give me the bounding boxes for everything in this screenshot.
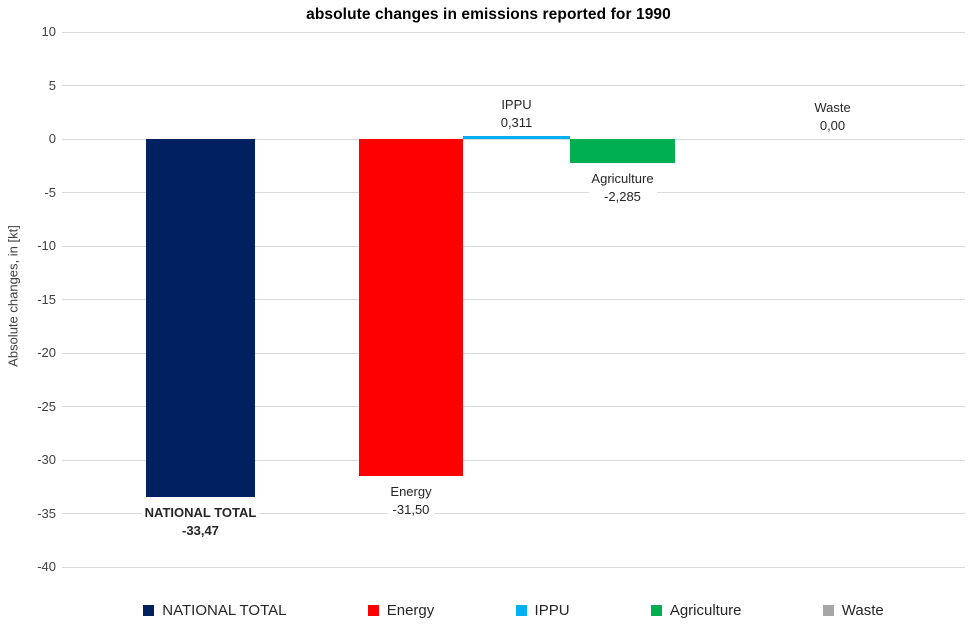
data-label-value-agriculture: -2,285 — [604, 189, 641, 205]
data-label-name-agriculture: Agriculture — [591, 171, 654, 187]
legend-label-waste: Waste — [841, 601, 884, 619]
y-tick-label--15: -15 — [37, 291, 56, 307]
legend: NATIONAL TOTAL Energy IPPU Agriculture Waste — [62, 599, 965, 621]
data-label-national-total: NATIONAL TOTAL -33,47 — [141, 504, 260, 541]
y-tick-label--20: -20 — [37, 345, 56, 360]
legend-label-energy: Energy — [386, 601, 435, 619]
gridline-10 — [62, 31, 965, 33]
bar-energy — [359, 139, 463, 476]
y-tick-label-5: 5 — [48, 77, 56, 93]
legend-item-agriculture: Agriculture — [650, 601, 742, 619]
bar-ippu — [463, 135, 570, 139]
gridline--10 — [62, 245, 965, 247]
data-label-value-waste: 0,00 — [819, 118, 846, 133]
legend-label-agriculture: Agriculture — [669, 601, 742, 619]
data-label-value-national-total: -33,47 — [182, 523, 219, 539]
bar-agriculture — [570, 139, 675, 164]
data-label-value-energy: -31,50 — [392, 502, 430, 517]
legend-swatch-ippu — [515, 604, 527, 616]
y-tick-label--25: -25 — [37, 398, 56, 414]
gridline--20 — [62, 352, 965, 354]
gridline-5 — [62, 85, 965, 86]
legend-item-national-total: NATIONAL TOTAL — [143, 602, 286, 619]
legend-item-ippu: IPPU — [515, 601, 570, 619]
y-tick-label--40: -40 — [37, 559, 56, 574]
data-label-name-ippu: IPPU — [501, 96, 532, 112]
legend-swatch-waste — [822, 604, 834, 616]
gridline--15 — [62, 299, 965, 300]
y-tick-label--30: -30 — [37, 452, 56, 467]
data-label-energy: Energy -31,50 — [387, 483, 435, 519]
gridline-0 — [62, 138, 965, 140]
gridline--40 — [62, 566, 965, 568]
gridline--25 — [62, 406, 965, 407]
y-tick-label-10: 10 — [41, 24, 56, 39]
data-label-name-national-total: NATIONAL TOTAL — [144, 505, 257, 521]
y-tick-label-0: 0 — [48, 131, 56, 146]
gridline--30 — [62, 459, 965, 461]
legend-swatch-national-total — [143, 604, 155, 616]
y-tick-label--5: -5 — [44, 184, 56, 200]
chart-title: absolute changes in emissions reported f… — [306, 6, 671, 23]
y-tick-label--10: -10 — [37, 238, 56, 253]
legend-swatch-agriculture — [650, 604, 662, 616]
data-label-value-ippu: 0,311 — [500, 114, 533, 130]
data-label-ippu: IPPU 0,311 — [497, 95, 536, 132]
data-label-agriculture: Agriculture -2,285 — [588, 170, 657, 207]
gridline--5 — [62, 192, 965, 193]
data-label-name-waste: Waste — [814, 100, 851, 115]
data-label-name-energy: Energy — [390, 484, 432, 499]
data-label-waste: Waste 0,00 — [811, 99, 854, 135]
legend-label-national-total: NATIONAL TOTAL — [162, 601, 287, 619]
legend-swatch-energy — [367, 604, 379, 616]
legend-label-ippu: IPPU — [534, 601, 570, 619]
legend-item-energy: Energy — [367, 601, 435, 619]
legend-item-waste: Waste — [822, 601, 884, 619]
y-tick-label--35: -35 — [37, 505, 56, 521]
bar-national-total — [146, 139, 255, 498]
gridline--35 — [62, 513, 965, 514]
